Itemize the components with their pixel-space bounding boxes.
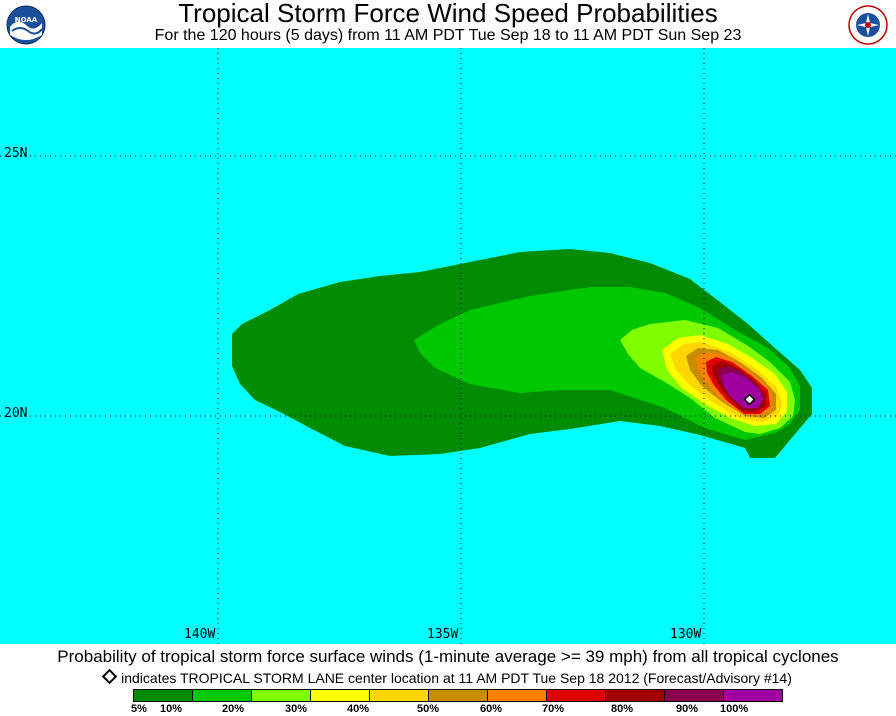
header: NOAA Tropical Storm Force Wind Speed Pro… — [0, 0, 896, 48]
legend-swatch — [370, 690, 429, 701]
legend-swatch — [252, 690, 311, 701]
page-subtitle: For the 120 hours (5 days) from 11 AM PD… — [154, 27, 742, 44]
legend-label-80: 80% — [611, 703, 634, 715]
storm-center-note-text: indicates TROPICAL STORM LANE center loc… — [121, 670, 792, 686]
storm-center-icon — [743, 393, 756, 406]
legend-swatch — [134, 690, 193, 701]
color-legend — [133, 689, 783, 702]
diamond-icon — [101, 668, 118, 685]
legend-swatch — [193, 690, 252, 701]
lon-label-140w: 140W — [184, 627, 216, 642]
storm-center-note: indicates TROPICAL STORM LANE center loc… — [0, 668, 896, 686]
noaa-logo-icon: NOAA — [6, 5, 46, 45]
legend-swatch — [311, 690, 370, 701]
legend-swatch — [547, 690, 606, 701]
legend-label-60: 60% — [480, 703, 503, 715]
legend-swatch — [724, 690, 782, 701]
lon-label-135w: 135W — [427, 627, 459, 642]
map-description: Probability of tropical storm force surf… — [57, 647, 839, 666]
page-title: Tropical Storm Force Wind Speed Probabil… — [178, 0, 718, 28]
legend-swatch — [606, 690, 665, 701]
legend-swatch — [488, 690, 547, 701]
legend-label-100: 100% — [720, 703, 749, 715]
legend-label-40: 40% — [347, 703, 370, 715]
legend-label-50: 50% — [417, 703, 440, 715]
legend-label-70: 70% — [542, 703, 565, 715]
legend-label-20: 20% — [222, 703, 245, 715]
legend-label-90: 90% — [676, 703, 699, 715]
map-canvas — [0, 48, 896, 644]
legend-swatch — [429, 690, 488, 701]
lat-label-20n: 20N — [4, 406, 28, 421]
probability-map: 25N 20N 140W 135W 130W — [0, 48, 896, 644]
legend-swatch — [665, 690, 724, 701]
svg-text:NOAA: NOAA — [15, 16, 38, 24]
lon-label-130w: 130W — [670, 627, 702, 642]
legend-label-10: 10% — [160, 703, 183, 715]
nws-logo-icon — [848, 5, 888, 45]
legend-label-30: 30% — [285, 703, 308, 715]
legend-label-5: 5% — [131, 703, 147, 715]
lat-label-25n: 25N — [4, 146, 28, 161]
